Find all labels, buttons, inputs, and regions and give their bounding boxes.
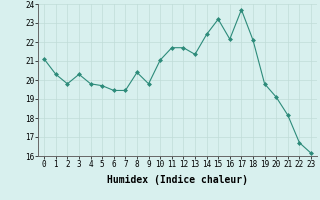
X-axis label: Humidex (Indice chaleur): Humidex (Indice chaleur) [107,175,248,185]
